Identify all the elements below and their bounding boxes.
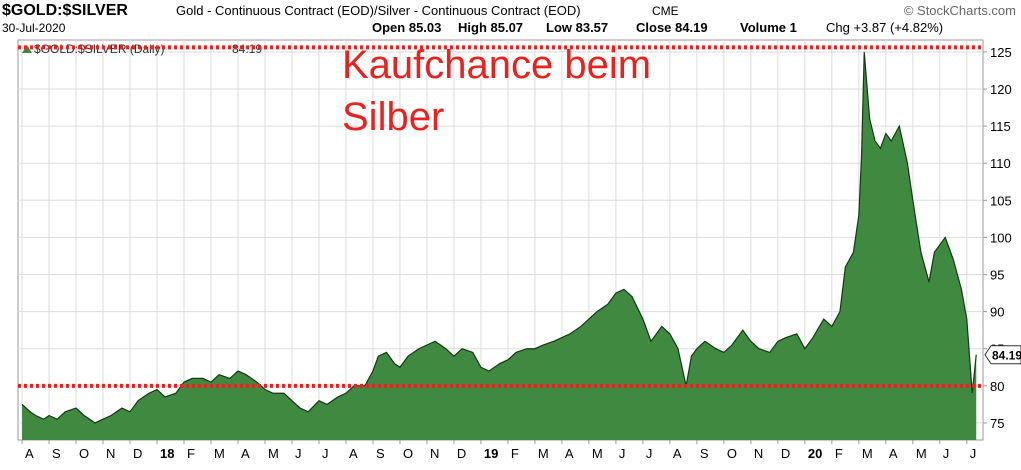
description: Gold - Continuous Contract (EOD)/Silver … (176, 3, 581, 18)
y-tick-label: 120 (990, 82, 1012, 97)
y-tick-label: 115 (990, 119, 1011, 134)
y-tick-label: 125 (990, 45, 1012, 60)
x-tick-label: F (511, 446, 519, 461)
x-tick-label: J (322, 446, 329, 461)
y-tick-label: 80 (990, 379, 1004, 394)
x-tick-label: 20 (808, 446, 822, 461)
x-tick-label: D (457, 446, 466, 461)
x-tick-label: O (403, 446, 413, 461)
symbol: $GOLD:$SILVER (2, 2, 128, 19)
quote-item: Low 83.57 (546, 20, 608, 35)
annotation: Kaufchance beim (342, 43, 651, 87)
y-tick-label: 75 (990, 416, 1004, 431)
quote-item: Close 84.19 (636, 20, 708, 35)
x-tick-label: A (565, 446, 574, 461)
y-tick-label: 100 (990, 230, 1012, 245)
y-tick-label: 105 (990, 193, 1012, 208)
x-tick-label: N (754, 446, 763, 461)
x-tick-label: 19 (484, 446, 498, 461)
area-fill (22, 51, 977, 440)
quote-item: High 85.07 (458, 20, 523, 35)
source: © StockCharts.com (904, 3, 1016, 18)
x-tick-label: N (430, 446, 439, 461)
x-tick-label: M (214, 446, 225, 461)
x-tick-label: A (349, 446, 358, 461)
x-tick-label: F (187, 446, 195, 461)
x-tick-label: M (592, 446, 603, 461)
annotation: Silber (342, 95, 444, 139)
x-tick-label: J (619, 446, 626, 461)
x-tick-label: M (916, 446, 927, 461)
x-tick-label: F (835, 446, 843, 461)
x-tick-label: S (52, 446, 61, 461)
x-tick-label: J (943, 446, 950, 461)
y-tick-label: 95 (990, 268, 1004, 283)
x-tick-label: A (25, 446, 34, 461)
x-tick-label: M (268, 446, 279, 461)
x-tick-label: M (862, 446, 873, 461)
area-line (21, 51, 977, 424)
quote-item: Volume 1 (740, 20, 797, 35)
x-tick-label: M (538, 446, 549, 461)
x-tick-label: S (700, 446, 709, 461)
last-value-box (984, 345, 1021, 365)
quote-item: Open 85.03 (372, 20, 441, 35)
quote-item: Chg +3.87 (+4.82%) (826, 20, 943, 35)
x-tick-label: J (295, 446, 302, 461)
last-value-label: 84.19 (992, 349, 1021, 363)
x-tick-label: J (970, 446, 977, 461)
x-tick-label: J (646, 446, 653, 461)
x-tick-label: O (79, 446, 89, 461)
date: 30-Jul-2020 (2, 21, 66, 35)
x-tick-label: N (106, 446, 115, 461)
x-tick-label: A (889, 446, 898, 461)
x-tick-label: D (781, 446, 790, 461)
x-tick-label: S (376, 446, 385, 461)
x-tick-label: 18 (160, 446, 174, 461)
y-tick-label: 110 (990, 156, 1011, 171)
x-tick-label: A (241, 446, 250, 461)
x-tick-label: O (727, 446, 737, 461)
quote: Open 85.03 High 85.07 Low 83.57 Close 84.19… (372, 20, 943, 35)
x-tick-label: A (673, 446, 682, 461)
x-tick-label: D (133, 446, 142, 461)
exchange: CME (652, 4, 679, 18)
y-tick-label: 90 (990, 305, 1004, 320)
